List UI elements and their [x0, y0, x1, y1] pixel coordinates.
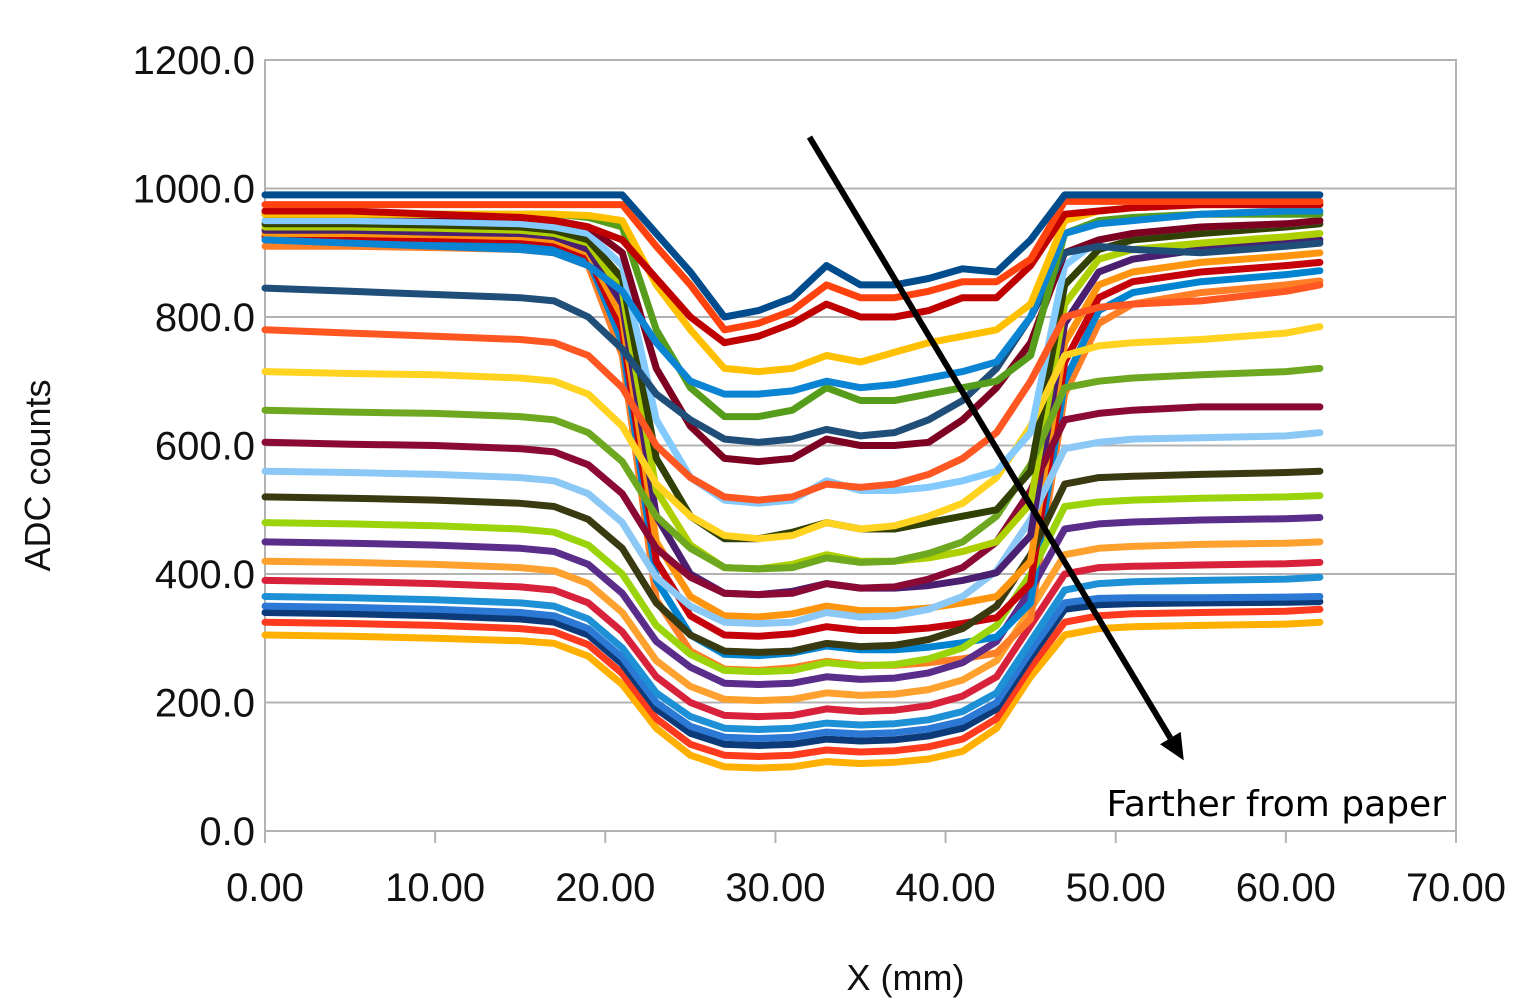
x-tick-label: 40.00	[896, 866, 996, 910]
y-tick-label: 1000.0	[133, 168, 255, 212]
y-tick-label: 0.0	[199, 810, 255, 854]
series-line	[261, 492, 1324, 676]
x-tick-label: 30.00	[725, 866, 825, 910]
y-tick-label: 200.0	[155, 682, 255, 726]
annotation-arrow	[806, 135, 1173, 740]
series-line	[261, 429, 1324, 627]
series-line	[261, 618, 1324, 772]
series-line	[261, 403, 1324, 599]
series-layer	[261, 191, 1324, 772]
series-line	[261, 364, 1324, 573]
y-axis-label: ADC counts	[17, 379, 58, 571]
annotation-arrowhead	[1160, 731, 1184, 761]
x-axis-label: X (mm)	[847, 957, 965, 998]
series-line	[261, 197, 1324, 334]
series-line	[261, 558, 1324, 721]
series-line	[261, 191, 1324, 321]
annotation-text: Farther from paper	[1106, 784, 1446, 825]
series-line	[261, 281, 1324, 504]
y-tick-label: 400.0	[155, 553, 255, 597]
x-tick-label: 60.00	[1236, 866, 1336, 910]
annotation: Farther from paper	[806, 135, 1446, 825]
series-line	[261, 598, 1324, 749]
y-tick-label: 600.0	[155, 425, 255, 469]
series-line	[261, 201, 1324, 347]
y-axis-ticks: 0.0 200.0 400.0 600.0 800.0 1000.0 1200.0	[133, 39, 255, 854]
series-line	[261, 593, 1324, 742]
series-line	[261, 323, 1324, 543]
series-line	[261, 538, 1324, 705]
series-line	[261, 207, 1324, 398]
series-line	[261, 239, 1324, 446]
x-tick-label: 10.00	[385, 866, 485, 910]
y-tick-label: 1200.0	[133, 39, 255, 83]
x-axis-ticks: 0.00 10.00 20.00 30.00 40.00 50.00 60.00 70.00	[226, 831, 1506, 910]
x-tick-label: 20.00	[555, 866, 655, 910]
series-line	[261, 573, 1324, 733]
y-tick-label: 800.0	[155, 296, 255, 340]
series-line	[261, 514, 1324, 688]
x-tick-label: 50.00	[1066, 866, 1166, 910]
series-line	[261, 467, 1324, 656]
x-tick-label: 0.00	[226, 866, 304, 910]
x-tick-label: 70.00	[1406, 866, 1506, 910]
